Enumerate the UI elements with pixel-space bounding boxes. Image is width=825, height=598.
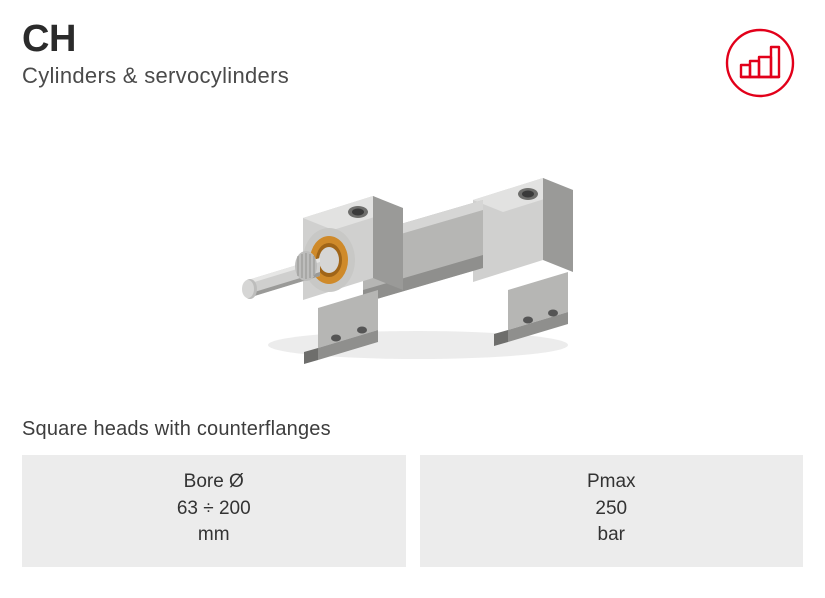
- header-row: CH Cylinders & servocylinders: [22, 18, 803, 100]
- spec-unit: mm: [22, 522, 406, 549]
- spec-value: 63 ÷ 200: [22, 496, 406, 523]
- spec-row: Bore Ø 63 ÷ 200 mm Pmax 250 bar: [22, 455, 803, 567]
- spec-card-bore: Bore Ø 63 ÷ 200 mm: [22, 455, 406, 567]
- title-block: CH Cylinders & servocylinders: [22, 18, 723, 89]
- spec-value: 250: [420, 496, 804, 523]
- product-image: [22, 130, 803, 390]
- spec-card-pmax: Pmax 250 bar: [420, 455, 804, 567]
- product-category: Cylinders & servocylinders: [22, 63, 723, 89]
- spec-unit: bar: [420, 522, 804, 549]
- cylinder-render-svg: [203, 140, 623, 380]
- product-code: CH: [22, 18, 723, 61]
- industry-icon: [723, 26, 797, 100]
- spec-label: Pmax: [420, 469, 804, 496]
- spec-label: Bore Ø: [22, 469, 406, 496]
- product-description: Square heads with counterflanges: [22, 418, 803, 441]
